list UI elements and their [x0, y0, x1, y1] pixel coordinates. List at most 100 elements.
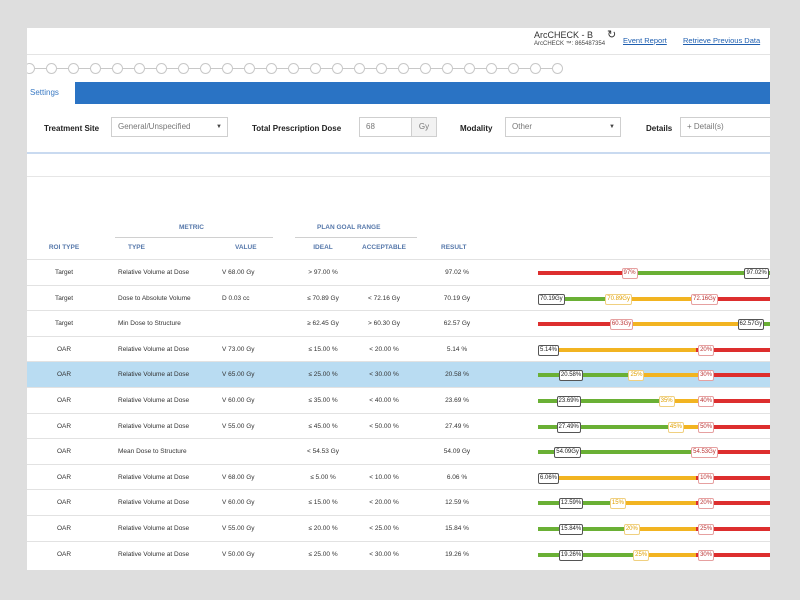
range-marker-label: 20%: [698, 498, 715, 510]
col-roi-type: ROI TYPE: [48, 244, 80, 251]
event-report-link[interactable]: Event Report: [623, 36, 667, 45]
acceptable-cell: < 50.00 %: [369, 422, 399, 430]
table-row[interactable]: OAR Relative Volume at Dose V 50.00 Gy ≤ 25…: [27, 540, 770, 567]
stepper-step: [266, 63, 277, 74]
range-marker-label: 27.49%: [556, 421, 581, 433]
result-cell: 19.26 %: [445, 550, 469, 558]
range-segment: [538, 552, 638, 557]
range-segment: [695, 450, 770, 455]
stepper-step: [442, 63, 453, 74]
metric-type-cell: Relative Volume at Dose: [118, 550, 190, 558]
metric-type-cell: Relative Volume at Dose: [118, 397, 190, 404]
result-cell: 5.14 %: [446, 345, 468, 353]
metric-value-cell: V 60.00 Gy: [222, 397, 255, 404]
table-row[interactable]: OAR Relative Volume at Dose V 55.00 Gy ≤ 45…: [27, 412, 770, 439]
stepper-connector: [35, 68, 46, 69]
table-row[interactable]: Target Min Dose to Structure ≥ 62.45 Gy > 6…: [27, 310, 770, 336]
tab-settings[interactable]: Settings: [27, 82, 75, 104]
result-range-bar: 6.06% 10%: [538, 472, 770, 484]
table-row[interactable]: OAR Relative Volume at Dose V 55.00 Gy ≤ 20…: [27, 515, 770, 541]
range-marker-label: 12.59%: [558, 498, 584, 510]
acceptable-cell: < 72.16 Gy: [368, 294, 400, 302]
stepper-connector: [409, 68, 420, 69]
table-row[interactable]: OAR Mean Dose to Structure < 54.53 Gy 54.09…: [27, 438, 770, 464]
modality-label: Modality: [460, 124, 493, 133]
total-prescription-dose-value: 68: [366, 122, 375, 131]
result-range-bar: 70.19Gy 70.89Gy 72.16Gy: [538, 293, 770, 305]
chevron-down-icon: ▼: [609, 124, 615, 130]
range-segment: [670, 424, 699, 429]
range-marker-label: 45%: [667, 421, 684, 433]
range-marker-label: 97.02%: [744, 268, 769, 279]
result-cell: 54.09 Gy: [443, 448, 471, 456]
stepper-step: [134, 63, 145, 74]
range-segment: [695, 501, 770, 506]
stepper-connector: [365, 68, 376, 69]
result-cell: 20.58 %: [445, 371, 469, 379]
range-marker-label: 50%: [698, 421, 715, 433]
metric-type-cell: Mean Dose to Structure: [118, 448, 187, 456]
range-segment: [538, 399, 661, 403]
metric-header-divider: [115, 237, 273, 238]
col-result: RESULT: [441, 244, 467, 251]
table-row[interactable]: OAR Relative Volume at Dose V 73.00 Gy ≤ 15…: [27, 335, 770, 362]
range-segment: [695, 347, 770, 352]
stepper-step: [508, 63, 519, 74]
range-marker-label: 70.19Gy: [538, 293, 565, 305]
ideal-cell: ≤ 25.00 %: [308, 371, 338, 379]
stepper-connector: [277, 68, 288, 69]
range-segment: [695, 475, 770, 480]
stepper-connector: [299, 68, 310, 69]
settings-panel: Treatment Site General/Unspecified ▼ Tot…: [27, 104, 770, 154]
range-segment: [637, 552, 696, 557]
range-segment: [538, 450, 696, 455]
table-row[interactable]: OAR Relative Volume at Dose V 60.00 Gy ≤ 15…: [27, 489, 770, 515]
range-segment: [612, 296, 701, 301]
stepper-step: [222, 63, 233, 74]
stepper-connector: [255, 68, 266, 69]
stepper-connector: [57, 68, 68, 69]
metric-type-cell: Relative Volume at Dose: [118, 371, 190, 379]
stepper-connector: [211, 68, 222, 69]
details-input[interactable]: + Detail(s): [680, 117, 770, 137]
range-segment: [700, 296, 770, 301]
treatment-site-select[interactable]: General/Unspecified ▼: [111, 117, 228, 137]
range-segment: [538, 271, 631, 275]
range-segment: [630, 373, 699, 378]
total-prescription-dose-input[interactable]: 68: [359, 117, 412, 137]
range-marker-label: 62.57Gy: [737, 319, 765, 331]
result-range-bar: 5.14% 20%: [538, 344, 770, 356]
result-cell: 97.02 %: [445, 269, 469, 276]
modality-select[interactable]: Other ▼: [505, 117, 621, 137]
range-segment: [660, 399, 699, 403]
range-segment: [551, 347, 696, 352]
acceptable-cell: > 60.30 Gy: [368, 320, 400, 328]
table-row[interactable]: OAR Relative Volume at Dose V 65.00 Gy ≤ 25…: [27, 361, 770, 388]
table-row[interactable]: OAR Relative Volume at Dose V 68.00 Gy ≤ 5.…: [27, 463, 770, 490]
retrieve-previous-data-link[interactable]: Retrieve Previous Data: [683, 36, 761, 45]
details-label: Details: [646, 124, 673, 133]
progress-stepper: [27, 54, 770, 83]
stepper-step: [244, 63, 255, 74]
range-segment: [698, 399, 770, 403]
stepper-step: [27, 63, 35, 74]
top-bar: ArcCHECK - B ArcCHECK ™: 865487354 ↻ Eve…: [27, 28, 770, 54]
table-row[interactable]: OAR Relative Volume at Dose V 60.00 Gy ≤ 35…: [27, 387, 770, 413]
range-segment: [614, 501, 696, 506]
stepper-step: [552, 63, 563, 74]
stepper-step: [68, 63, 79, 74]
roi-type-cell: OAR: [56, 345, 72, 353]
stepper-step: [178, 63, 189, 74]
table-row[interactable]: Target Dose to Absolute Volume D 0.03 cc ≤ …: [27, 284, 770, 311]
ideal-cell: > 97.00 %: [308, 269, 338, 276]
stepper-connector: [167, 68, 178, 69]
results-table: METRIC PLAN GOAL RANGE ROI TYPE TYPE VAL…: [27, 176, 770, 570]
col-type: TYPE: [128, 244, 145, 251]
ideal-cell: ≤ 45.00 %: [308, 422, 338, 430]
result-range-bar: 15.84% 20% 25%: [538, 524, 770, 535]
metric-type-cell: Min Dose to Structure: [118, 320, 181, 328]
table-row[interactable]: Target Relative Volume at Dose V 68.00 Gy >…: [27, 259, 770, 285]
stepper-connector: [101, 68, 112, 69]
refresh-icon[interactable]: ↻: [607, 29, 617, 41]
stepper-step: [486, 63, 497, 74]
